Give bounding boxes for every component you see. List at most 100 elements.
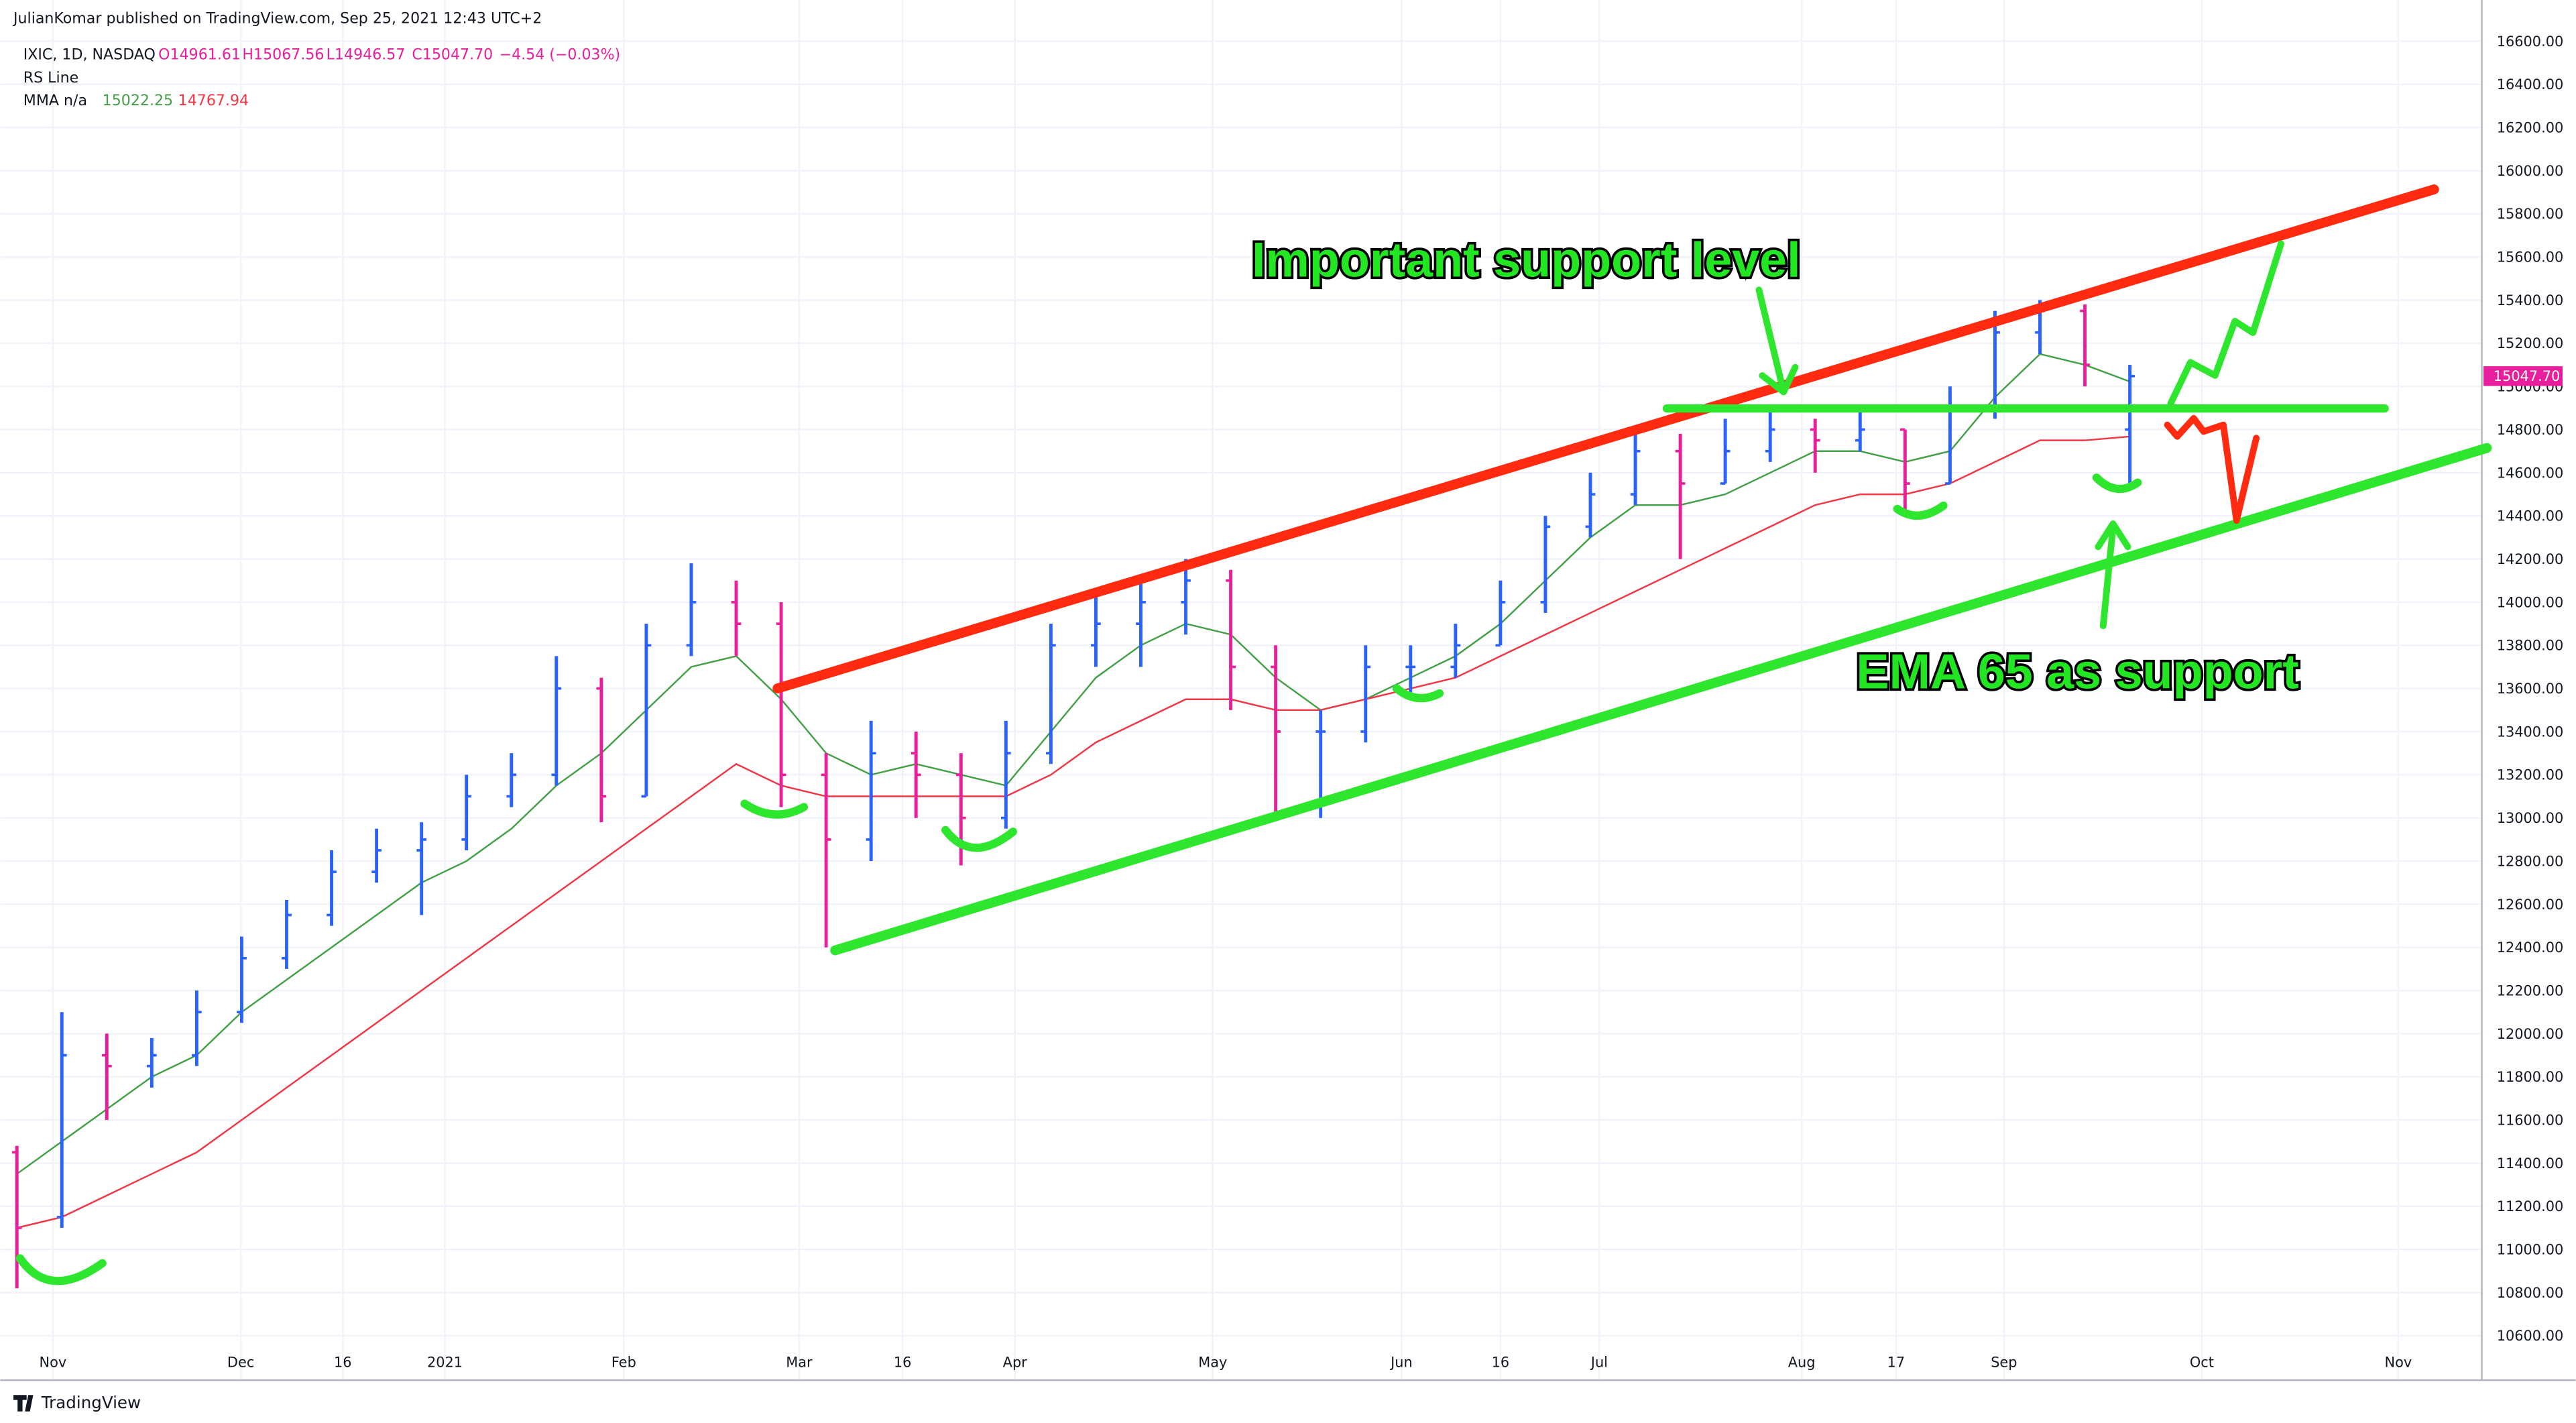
y-tick-label: 13600.00	[2497, 681, 2564, 697]
y-tick-label: 10800.00	[2497, 1285, 2564, 1301]
ohlc-bar	[146, 1037, 157, 1088]
y-tick-label: 14600.00	[2497, 465, 2564, 481]
annotation: EMA 65 as support	[1856, 644, 2298, 699]
y-tick-label: 15400.00	[2497, 292, 2564, 308]
ohlc-bar	[1585, 472, 1596, 538]
swoosh	[740, 799, 809, 819]
x-tick-label: Nov	[39, 1354, 66, 1370]
y-tick-label: 14800.00	[2497, 422, 2564, 438]
ohlc-bar	[11, 1145, 22, 1289]
ohlc-bar	[1226, 569, 1236, 710]
swoosh	[2092, 473, 2142, 494]
y-tick-label: 11000.00	[2497, 1242, 2564, 1258]
ohlc-bar	[1271, 645, 1281, 818]
ohlc-bar	[1675, 434, 1686, 559]
y-tick-label: 16200.00	[2497, 120, 2564, 136]
y-tick-label: 13000.00	[2497, 810, 2564, 826]
ohlc-bar	[866, 720, 876, 862]
upper-channel	[772, 184, 2439, 693]
x-tick-label: 2021	[427, 1354, 463, 1370]
ohlc-bar	[551, 656, 562, 786]
ohlc-bar	[2080, 304, 2090, 387]
y-tick-label: 11800.00	[2497, 1069, 2564, 1085]
y-tick-label: 12800.00	[2497, 853, 2564, 869]
ohlc-bar	[1720, 418, 1731, 485]
y-tick-label: 15800.00	[2497, 206, 2564, 222]
ohlc-bar	[1181, 559, 1191, 635]
axes: 10600.00 10800.00 11000.00 11200.00 11400.00…	[39, 34, 2563, 1371]
ohlc-bar	[327, 850, 337, 926]
ohlc-bar	[1899, 428, 1910, 516]
ohlc-bar	[282, 899, 292, 969]
y-tick-label: 14000.00	[2497, 594, 2564, 610]
ohlc-bar	[1540, 516, 1551, 614]
x-tick-label: Apr	[1003, 1354, 1028, 1370]
ma-line	[16, 353, 2131, 1175]
legend-close: C15047.70	[412, 46, 493, 63]
y-tick-label: 14400.00	[2497, 508, 2564, 524]
ohlc-bar	[1810, 418, 1820, 473]
y-tick-label: 14200.00	[2497, 551, 2564, 567]
y-tick-label: 16000.00	[2497, 163, 2564, 179]
legend-rs: RS Line	[23, 69, 78, 87]
ohlc-bar	[461, 775, 472, 850]
ohlc-bar	[506, 753, 517, 807]
legend-low: L14946.57	[327, 46, 406, 63]
legend-mma-fast: 15022.25	[103, 92, 173, 109]
ohlc-bar	[1450, 624, 1461, 678]
footer: TradingView	[13, 1393, 141, 1412]
x-tick-label: Feb	[611, 1354, 636, 1370]
ohlc-bar	[1136, 580, 1146, 667]
price-tag-bg	[2483, 366, 2563, 386]
y-tick-label: 15200.00	[2497, 335, 2564, 351]
x-tick-label: 17	[1887, 1354, 1906, 1370]
y-tick-label: 13200.00	[2497, 767, 2564, 783]
logo	[13, 1395, 34, 1412]
x-tick-label: Jul	[1590, 1354, 1608, 1370]
bull-path	[2167, 240, 2284, 407]
y-tick-label: 11400.00	[2497, 1155, 2564, 1172]
ohlc-bar	[1630, 429, 1641, 506]
ohlc-bar	[371, 828, 382, 883]
footer-text: TradingView	[41, 1393, 141, 1412]
grid	[0, 0, 2482, 1381]
x-tick-label: 16	[334, 1354, 352, 1370]
ohlc-bar	[2125, 365, 2135, 484]
y-tick-label: 13400.00	[2497, 724, 2564, 740]
y-tick-label: 12000.00	[2497, 1026, 2564, 1042]
ohlc-bar	[1360, 645, 1371, 743]
ohlc-bar	[1405, 645, 1416, 699]
x-tick-label: Jun	[1389, 1354, 1413, 1370]
ohlc-bar	[686, 563, 697, 657]
y-tick-label: 11600.00	[2497, 1112, 2564, 1128]
legend: IXIC, 1D, NASDAQ O14961.61 H15067.56 L14…	[23, 46, 620, 109]
x-tick-label: May	[1198, 1354, 1227, 1370]
lower-channel	[830, 443, 2492, 956]
y-tick-label: 12400.00	[2497, 940, 2564, 956]
ohlc-bar	[776, 602, 786, 807]
ohlc-bar	[596, 677, 607, 823]
y-tick-label: 16600.00	[2497, 34, 2564, 50]
ohlc-bar	[641, 624, 652, 798]
legend-mma-slow: 14767.94	[178, 92, 249, 109]
ohlc-bar	[731, 580, 742, 657]
y-tick-label: 12200.00	[2497, 982, 2564, 999]
arrow	[1755, 286, 1799, 396]
x-tick-label: Oct	[2190, 1354, 2214, 1370]
swoosh	[1893, 501, 1948, 520]
ohlc-bar	[1495, 580, 1506, 647]
ohlc-bar	[821, 753, 831, 948]
ohlc-bar	[1765, 408, 1775, 462]
x-tick-label: Aug	[1788, 1354, 1816, 1370]
ohlc-bar	[237, 936, 247, 1023]
publisher: JulianKomar published on TradingView.com…	[12, 9, 542, 27]
swoosh	[15, 1254, 107, 1286]
price-tag: 15047.70	[2494, 368, 2561, 384]
x-tick-label: 16	[894, 1354, 912, 1370]
marks	[11, 300, 2135, 1289]
ohlc-bar	[911, 732, 921, 818]
annotation: Important support level	[1252, 232, 1801, 288]
